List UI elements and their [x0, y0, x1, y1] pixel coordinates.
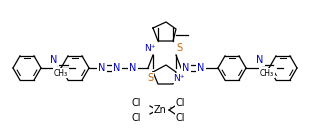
Text: CH₃: CH₃: [260, 69, 274, 78]
Text: N: N: [113, 63, 121, 73]
Text: Cl: Cl: [176, 113, 186, 123]
Text: N: N: [182, 63, 190, 73]
Text: N: N: [129, 63, 137, 73]
Text: N: N: [256, 55, 264, 65]
Text: Zn: Zn: [153, 105, 166, 115]
Text: S: S: [176, 43, 182, 53]
Text: N⁺: N⁺: [173, 74, 185, 83]
Text: N: N: [50, 55, 58, 65]
Text: N: N: [197, 63, 205, 73]
Text: S: S: [147, 73, 153, 83]
Text: CH₃: CH₃: [54, 69, 68, 78]
Text: Cl: Cl: [132, 113, 141, 123]
Text: N: N: [98, 63, 106, 73]
Text: Cl: Cl: [132, 98, 141, 108]
Text: ··: ··: [168, 105, 173, 114]
Text: N⁺: N⁺: [144, 44, 156, 53]
Text: Cl: Cl: [176, 98, 186, 108]
